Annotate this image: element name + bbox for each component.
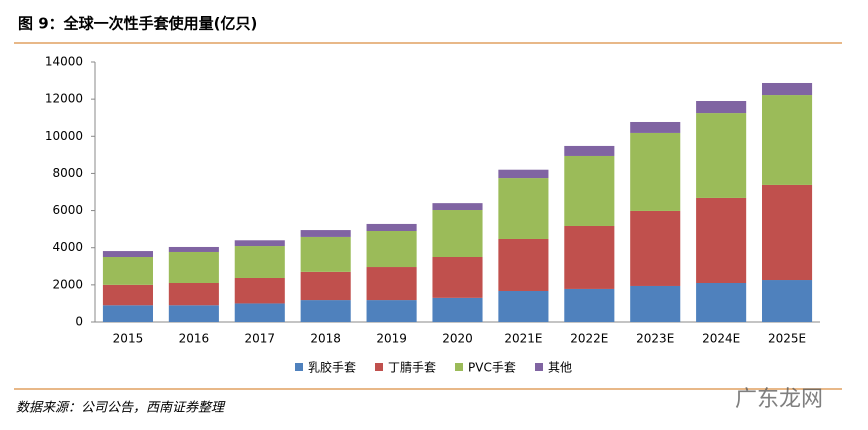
bar-segment bbox=[300, 236, 351, 272]
bar-segment bbox=[564, 145, 615, 156]
bar-segment bbox=[630, 132, 681, 211]
source: 数据来源：公司公告，西南证券整理 bbox=[16, 401, 226, 416]
bar-segment bbox=[366, 223, 417, 231]
watermark: 广东龙网 bbox=[735, 387, 823, 412]
y-tick-label: 12000 bbox=[45, 92, 83, 106]
x-tick-label: 2025E bbox=[768, 332, 806, 346]
bar-segment bbox=[102, 257, 153, 285]
bar-segment bbox=[168, 305, 219, 322]
chart-title: 图 9：全球一次性手套使用量(亿只) bbox=[18, 15, 257, 33]
bar-segment bbox=[168, 251, 219, 283]
bar-segment bbox=[564, 225, 615, 289]
legend-label: 丁腈手套 bbox=[388, 361, 436, 375]
legend-swatch bbox=[535, 363, 543, 371]
bar-segment bbox=[168, 283, 219, 306]
bar-segment bbox=[102, 284, 153, 306]
bar-segment bbox=[630, 210, 681, 286]
bar-segment bbox=[498, 178, 549, 239]
x-tick-label: 2019 bbox=[376, 332, 407, 346]
legend-label: 其他 bbox=[548, 361, 572, 375]
bar-segment bbox=[564, 155, 615, 226]
bar-segment bbox=[762, 184, 813, 281]
y-tick-label: 6000 bbox=[52, 203, 83, 217]
bar-segment bbox=[234, 246, 285, 278]
bar-segment bbox=[300, 271, 351, 301]
legend-swatch bbox=[295, 363, 303, 371]
bar-segment bbox=[762, 82, 813, 96]
bar-segment bbox=[498, 169, 549, 179]
x-tick-label: 2023E bbox=[636, 332, 674, 346]
bar-segment bbox=[696, 283, 747, 322]
bar-segment bbox=[432, 203, 483, 211]
legend-label: PVC手套 bbox=[468, 361, 516, 375]
bar-segment bbox=[630, 121, 681, 133]
y-tick-label: 0 bbox=[75, 315, 83, 329]
bar-segment bbox=[498, 238, 549, 291]
bar-segment bbox=[432, 210, 483, 257]
y-tick-label: 14000 bbox=[45, 55, 83, 69]
bar-segment bbox=[102, 251, 153, 257]
bar-segment bbox=[234, 303, 285, 322]
bar-segment bbox=[630, 285, 681, 322]
bar-segment bbox=[762, 280, 813, 322]
x-tick-label: 2021E bbox=[504, 332, 542, 346]
bar-segment bbox=[696, 101, 747, 114]
bar-segment bbox=[102, 305, 153, 322]
x-tick-label: 2020 bbox=[442, 332, 473, 346]
bar-segment bbox=[234, 277, 285, 304]
bar-segment bbox=[366, 267, 417, 301]
bar-segment bbox=[696, 113, 747, 198]
legend-swatch bbox=[455, 363, 463, 371]
x-tick-label: 2024E bbox=[702, 332, 740, 346]
x-tick-label: 2022E bbox=[570, 332, 608, 346]
bar-segment bbox=[432, 257, 483, 298]
y-tick-label: 2000 bbox=[52, 277, 83, 291]
bar-segment bbox=[366, 231, 417, 268]
y-tick-label: 8000 bbox=[52, 166, 83, 180]
x-tick-label: 2018 bbox=[310, 332, 341, 346]
bar-segment bbox=[498, 290, 549, 322]
bar-segment bbox=[234, 240, 285, 247]
y-tick-label: 10000 bbox=[45, 129, 83, 143]
y-tick-label: 4000 bbox=[52, 240, 83, 254]
legend-swatch bbox=[375, 363, 383, 371]
bar-segment bbox=[762, 95, 813, 185]
bar-segment bbox=[168, 246, 219, 252]
x-tick-label: 2015 bbox=[113, 332, 144, 346]
legend-label: 乳胶手套 bbox=[308, 360, 356, 375]
bar-segment bbox=[366, 300, 417, 322]
x-tick-label: 2017 bbox=[244, 332, 275, 346]
bar-segment bbox=[300, 230, 351, 237]
bar-segment bbox=[564, 288, 615, 322]
bar-segment bbox=[300, 300, 351, 322]
x-tick-label: 2016 bbox=[179, 332, 210, 346]
bar-segment bbox=[696, 197, 747, 283]
bar-segment bbox=[432, 297, 483, 322]
